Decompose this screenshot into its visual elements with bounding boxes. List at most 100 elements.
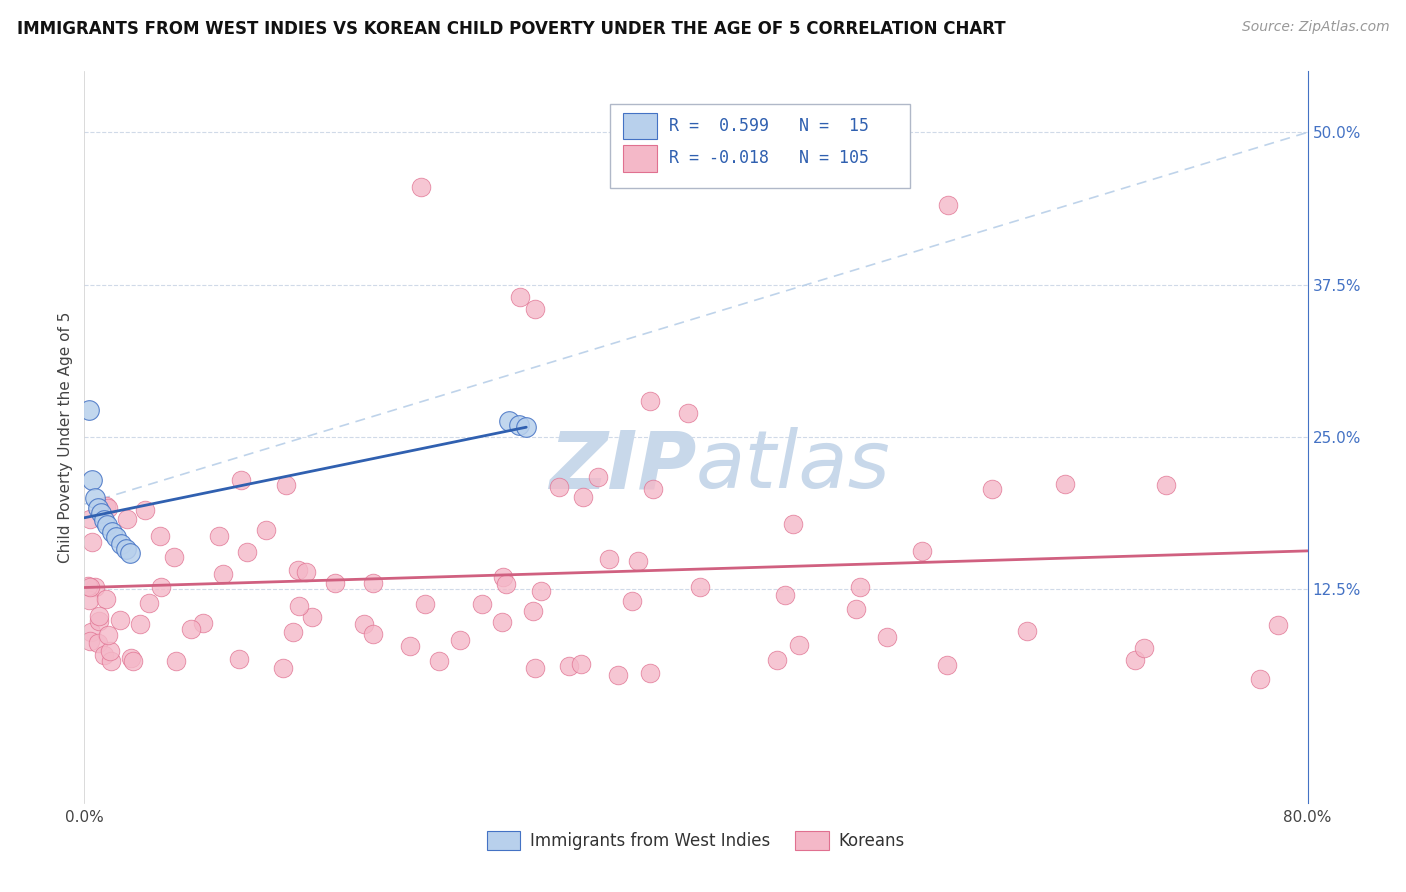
Point [787, 638, 810, 652]
Point [77, 403, 100, 417]
Point [492, 570, 515, 584]
Point [84, 580, 107, 594]
Point [689, 580, 711, 594]
Point [254, 523, 277, 537]
Point [849, 580, 872, 594]
Point [638, 665, 661, 680]
Point [80, 473, 103, 487]
Point [1015, 624, 1038, 639]
Point [82, 535, 104, 549]
Point [79, 580, 101, 594]
Point [522, 604, 544, 618]
Point [936, 657, 959, 672]
Point [271, 661, 294, 675]
Point [84, 491, 107, 505]
Point [129, 616, 152, 631]
Point [94, 500, 117, 514]
Point [77, 592, 100, 607]
Point [287, 563, 309, 577]
Point [1249, 672, 1271, 686]
Point [323, 575, 346, 590]
Text: R =  0.599   N =  15: R = 0.599 N = 15 [669, 117, 869, 136]
Point [845, 602, 868, 616]
Point [523, 660, 546, 674]
Point [80, 625, 103, 640]
Point [276, 478, 298, 492]
Point [981, 482, 1004, 496]
Point [180, 622, 202, 636]
Point [638, 393, 661, 408]
Point [122, 654, 145, 668]
FancyBboxPatch shape [610, 104, 910, 188]
Point [149, 529, 172, 543]
Point [193, 616, 215, 631]
Text: R = -0.018   N = 105: R = -0.018 N = 105 [669, 149, 869, 168]
Point [77, 579, 100, 593]
Text: ZIP: ZIP [548, 427, 696, 506]
Legend: Immigrants from West Indies, Koreans: Immigrants from West Indies, Koreans [481, 824, 911, 856]
Text: Source: ZipAtlas.com: Source: ZipAtlas.com [1241, 20, 1389, 34]
Point [110, 537, 132, 551]
Point [530, 584, 553, 599]
Point [283, 625, 305, 640]
Point [643, 483, 665, 497]
Point [295, 565, 318, 579]
Point [301, 609, 323, 624]
Point [138, 596, 160, 610]
Point [208, 529, 231, 543]
Point [134, 503, 156, 517]
Point [87, 635, 110, 649]
Point [228, 652, 250, 666]
Point [1133, 640, 1156, 655]
Point [427, 654, 450, 668]
Point [782, 516, 804, 531]
Point [524, 302, 547, 317]
Text: atlas: atlas [696, 427, 891, 506]
Point [114, 542, 136, 557]
Point [572, 490, 595, 504]
Point [558, 659, 581, 673]
Point [498, 414, 520, 428]
Point [163, 550, 186, 565]
Point [775, 588, 797, 602]
Point [1053, 476, 1076, 491]
Point [678, 406, 700, 420]
Point [120, 546, 142, 560]
Point [96, 517, 118, 532]
Point [100, 654, 122, 668]
Point [515, 420, 537, 434]
Point [1156, 478, 1178, 492]
Point [212, 567, 235, 582]
Bar [623, 145, 657, 171]
Y-axis label: Child Poverty Under the Age of 5: Child Poverty Under the Age of 5 [58, 311, 73, 563]
Point [1123, 653, 1146, 667]
Point [79, 634, 101, 648]
Point [586, 469, 609, 483]
Point [166, 654, 188, 668]
Point [415, 597, 437, 611]
Point [288, 599, 311, 613]
Point [471, 597, 494, 611]
Point [409, 180, 432, 194]
Point [569, 657, 592, 671]
Text: IMMIGRANTS FROM WEST INDIES VS KOREAN CHILD POVERTY UNDER THE AGE OF 5 CORRELATI: IMMIGRANTS FROM WEST INDIES VS KOREAN CH… [17, 20, 1005, 37]
Point [547, 480, 569, 494]
Point [627, 554, 650, 568]
Point [87, 500, 110, 515]
Point [607, 667, 630, 681]
Point [495, 576, 517, 591]
Point [229, 473, 252, 487]
Point [115, 512, 138, 526]
Point [235, 544, 257, 558]
Point [93, 648, 115, 662]
Point [150, 580, 173, 594]
Point [911, 543, 934, 558]
Point [491, 615, 513, 629]
Point [508, 417, 530, 432]
Point [79, 511, 101, 525]
Point [108, 613, 131, 627]
Point [449, 633, 471, 648]
Point [101, 525, 124, 540]
Point [96, 591, 118, 606]
Point [361, 627, 384, 641]
